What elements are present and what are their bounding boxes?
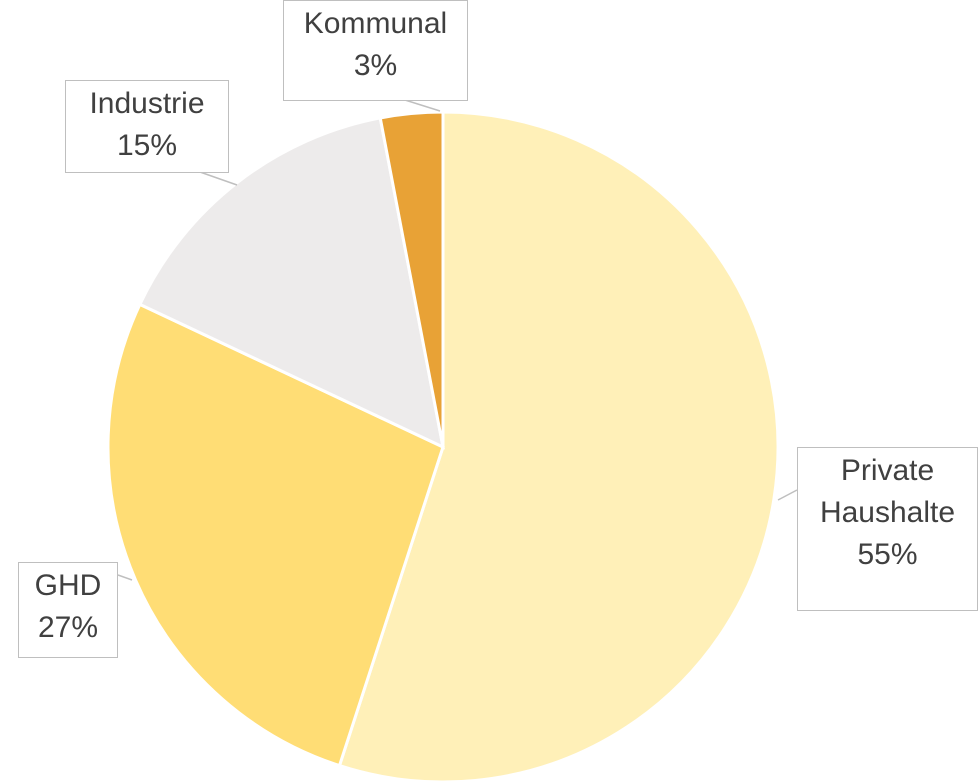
label-category: Kommunal	[303, 7, 448, 40]
leader-line	[199, 171, 238, 186]
pie-slice	[137, 116, 446, 450]
leader-line	[777, 489, 798, 501]
label-value: 27%	[37, 611, 99, 644]
label-category: GHD	[34, 569, 102, 602]
label-value: 3%	[353, 49, 398, 82]
label-category: Industrie	[89, 87, 205, 120]
label-value: 15%	[116, 129, 178, 162]
data-label: Kommunal 3%	[283, 0, 468, 101]
pie-slice	[106, 302, 445, 768]
pie-slice	[378, 110, 445, 448]
data-label: GHD 27%	[18, 562, 118, 658]
pie-slice	[337, 110, 780, 781]
data-label: Industrie 15%	[65, 80, 229, 173]
label-category: Private Haushalte	[819, 454, 956, 529]
leader-line	[117, 574, 133, 581]
leader-line	[404, 99, 441, 112]
data-label: Private Haushalte 55%	[797, 447, 978, 611]
label-value: 55%	[857, 538, 918, 571]
